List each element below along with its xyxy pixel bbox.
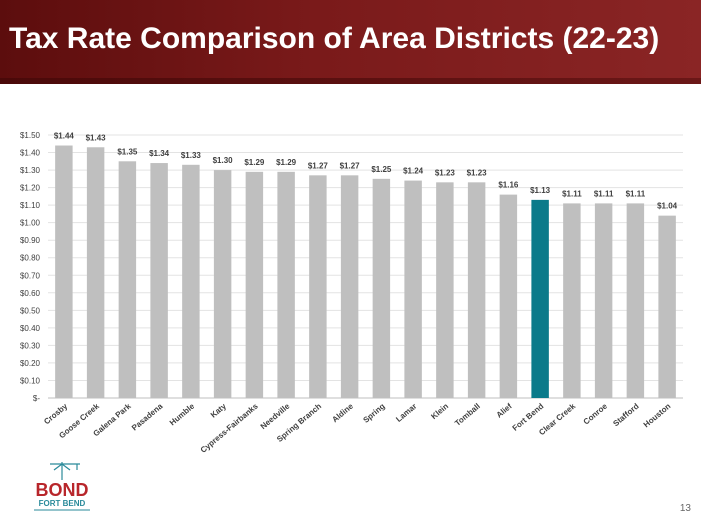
x-tick-label: Klein (429, 402, 450, 422)
y-tick-label: $0.40 (20, 324, 41, 333)
data-label: $1.23 (435, 168, 456, 177)
y-tick-label: $1.50 (20, 131, 41, 140)
y-tick-label: $1.30 (20, 166, 41, 175)
bar (213, 170, 232, 398)
data-label: $1.11 (594, 189, 614, 198)
bar (150, 163, 168, 398)
slide-title: Tax Rate Comparison of Area Districts (2… (9, 22, 660, 55)
bar (404, 180, 422, 398)
bar (594, 203, 613, 398)
data-label: $1.27 (308, 161, 329, 170)
y-tick-label: $0.80 (20, 254, 41, 263)
y-tick-label: $1.20 (20, 184, 41, 193)
data-label: $1.11 (626, 189, 646, 198)
bar (118, 161, 137, 398)
y-tick-label: $1.10 (20, 201, 41, 210)
y-tick-label: $0.20 (20, 359, 41, 368)
bar (531, 199, 549, 398)
title-band: Tax Rate Comparison of Area Districts (2… (0, 0, 701, 84)
page-number: 13 (679, 503, 691, 514)
bar (436, 182, 454, 398)
bar (626, 203, 645, 398)
y-tick-label: $0.90 (20, 236, 41, 245)
y-tick-label: $0.50 (20, 306, 41, 315)
y-tick-label: $1.00 (20, 219, 41, 228)
logo-bond-text: BOND (36, 480, 89, 500)
crane-icon (50, 462, 80, 480)
bar (55, 145, 73, 398)
bar (499, 194, 518, 398)
x-tick-label: Aldine (330, 401, 355, 424)
data-label: $1.30 (213, 156, 234, 165)
x-tick-label: Conroe (582, 401, 610, 426)
bar (245, 171, 264, 398)
data-label: $1.33 (181, 151, 202, 160)
x-tick-label: Lamar (394, 402, 418, 424)
data-label: $1.29 (276, 158, 297, 167)
x-tick-label: Pasadena (130, 401, 165, 432)
x-tick-label: Tomball (453, 402, 482, 428)
bar (372, 178, 391, 398)
y-tick-label: $0.70 (20, 271, 41, 280)
bar (340, 175, 359, 398)
data-label: $1.23 (467, 168, 488, 177)
y-tick-label: $0.60 (20, 289, 41, 298)
y-tick-label: $- (33, 394, 40, 403)
x-tick-label: Cypress-Fairbanks (199, 401, 260, 455)
data-label: $1.43 (86, 133, 107, 142)
data-label: $1.29 (244, 158, 265, 167)
bar (563, 203, 581, 398)
data-label: $1.34 (149, 149, 170, 158)
y-tick-label: $1.40 (20, 149, 41, 158)
bar (658, 215, 676, 398)
bar (309, 175, 327, 398)
x-tick-label: Stafford (611, 402, 640, 429)
bar (182, 164, 200, 398)
bar (467, 182, 486, 398)
x-tick-label: Katy (209, 401, 228, 419)
x-tick-label: Houston (642, 402, 673, 430)
data-label: $1.16 (498, 181, 519, 190)
bond-fort-bend-logo: BOND FORT BEND (34, 462, 90, 511)
data-label: $1.25 (371, 165, 392, 174)
data-label: $1.13 (530, 186, 551, 195)
data-label: $1.11 (562, 189, 582, 198)
data-label: $1.44 (54, 132, 75, 141)
x-tick-label: Crosby (42, 401, 69, 426)
x-tick-label: Spring (361, 402, 386, 425)
bar (277, 171, 295, 398)
logo-fort-bend-text: FORT BEND (39, 499, 86, 508)
x-tick-label: Alief (495, 401, 514, 419)
x-tick-label: Humble (168, 401, 197, 427)
data-label: $1.24 (403, 167, 424, 176)
y-tick-label: $0.30 (20, 341, 41, 350)
data-label: $1.35 (117, 147, 138, 156)
bar (86, 147, 105, 398)
y-tick-label: $0.10 (20, 376, 41, 385)
data-label: $1.04 (657, 202, 678, 211)
data-label: $1.27 (340, 161, 361, 170)
